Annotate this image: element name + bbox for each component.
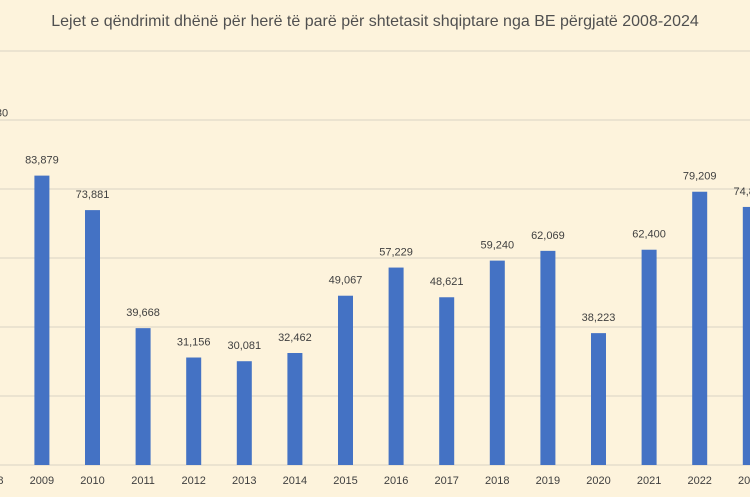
x-tick-label: 2013 — [232, 475, 256, 487]
x-tick-label: 2019 — [536, 475, 560, 487]
bar — [236, 361, 252, 465]
bar — [439, 297, 455, 465]
value-label: 38,223 — [582, 312, 616, 324]
x-tick-label: 2014 — [283, 475, 307, 487]
bar — [338, 295, 353, 465]
bar — [742, 206, 750, 465]
value-label: 62,400 — [632, 229, 666, 241]
bar — [641, 249, 657, 465]
x-tick-label: 2010 — [80, 475, 104, 487]
bar — [388, 267, 404, 465]
chart-title: Lejet e qëndrimit dhënë për herë të parë… — [51, 13, 699, 30]
bar — [540, 250, 556, 465]
x-tick-label: 2012 — [181, 475, 205, 487]
bar — [591, 333, 606, 465]
x-tick-label: 2017 — [434, 475, 458, 487]
value-label: 30,081 — [227, 340, 261, 352]
x-tick-label: 2022 — [687, 475, 711, 487]
bar — [287, 353, 303, 465]
x-tick-label: 2011 — [131, 475, 155, 487]
bar — [85, 210, 100, 465]
bar — [34, 175, 50, 466]
value-label: 49,067 — [329, 275, 363, 287]
value-label: 39,668 — [126, 307, 160, 319]
bar — [135, 328, 151, 465]
bar — [692, 191, 708, 465]
x-tick-label: 2009 — [30, 475, 54, 487]
x-tick-label: 2016 — [384, 475, 408, 487]
x-tick-label: 2020 — [586, 475, 610, 487]
bar — [186, 357, 202, 465]
value-label: 79,209 — [683, 171, 717, 183]
value-label: 97,530 — [0, 107, 8, 119]
value-label: 57,229 — [379, 246, 413, 258]
x-tick-label: 2018 — [485, 475, 509, 487]
bar — [489, 260, 505, 465]
value-label: 32,462 — [278, 332, 312, 344]
x-tick-label: 2023 — [738, 475, 750, 487]
value-label: 74,800 — [733, 186, 750, 198]
value-label: 31,156 — [177, 336, 211, 348]
value-label: 83,879 — [25, 155, 59, 167]
x-tick-label: 2015 — [333, 475, 357, 487]
value-label: 59,240 — [480, 240, 514, 252]
value-label: 62,069 — [531, 230, 565, 242]
x-tick-label: 2008 — [0, 475, 4, 487]
value-label: 48,621 — [430, 276, 464, 288]
value-label: 73,881 — [76, 189, 110, 201]
x-tick-label: 2021 — [637, 475, 661, 487]
